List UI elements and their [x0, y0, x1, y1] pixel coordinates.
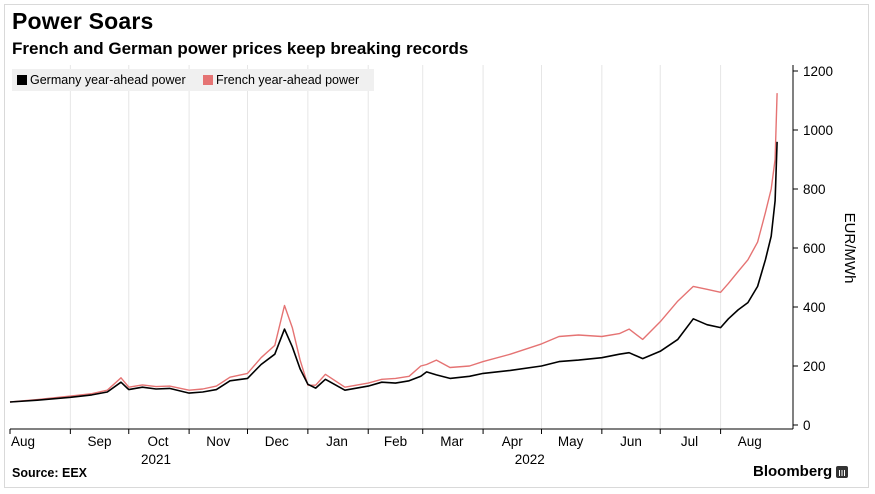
x-tick-label-sep-1: Sep: [88, 434, 112, 449]
x-tick-label-mar-7: Mar: [440, 434, 464, 449]
legend-label-germany: Germany year-ahead power: [30, 73, 186, 87]
legend-label-france: French year-ahead power: [216, 73, 359, 87]
brand-name: Bloomberg: [753, 463, 833, 480]
y-tick-label-800: 800: [803, 182, 826, 197]
chart-title: Power Soars: [12, 8, 154, 34]
x-tick-label-dec-4: Dec: [265, 434, 289, 449]
legend-swatch-france: [203, 75, 213, 85]
y-tick-label-600: 600: [803, 241, 826, 256]
x-tick-label-apr-8: Apr: [502, 434, 524, 449]
x-tick-label-jun-10: Jun: [620, 434, 642, 449]
legend-background: [12, 69, 374, 91]
series-lines: [9, 93, 778, 403]
x-year-label-2022: 2022: [515, 452, 545, 467]
x-tick-label-may-9: May: [558, 434, 584, 449]
y-tick-label-1200: 1200: [803, 64, 833, 79]
y-tick-label-1000: 1000: [803, 123, 833, 138]
x-year-label-2021: 2021: [141, 452, 171, 467]
bloomberg-chart-icon: [836, 465, 849, 478]
x-tick-label-aug-12: Aug: [738, 434, 762, 449]
y-tick-label-200: 200: [803, 359, 826, 374]
series-line-france: [9, 93, 778, 403]
y-axis-label: EUR/MWh: [841, 213, 858, 284]
legend-swatch-germany: [17, 75, 27, 85]
x-tick-label-nov-3: Nov: [206, 434, 230, 449]
x-tick-label-jan-5: Jan: [326, 434, 348, 449]
source-note: Source: EEX: [12, 466, 88, 480]
chart-subtitle: French and German power prices keep brea…: [12, 39, 469, 58]
x-tick-label-feb-6: Feb: [384, 434, 407, 449]
x-axis: Aug Sep Oct Nov Dec Jan Feb Mar Apr May Jun Jul Aug 2…: [9, 428, 793, 467]
legend: Germany year-ahead power French year-ahe…: [12, 69, 374, 91]
y-axis: 0 200 400 600 800 1000 1200: [792, 64, 833, 433]
x-tick-label-oct-2: Oct: [147, 434, 168, 449]
x-tick-label-aug-0: Aug: [11, 434, 35, 449]
x-tick-label-jul-11: Jul: [681, 434, 698, 449]
gridlines: [69, 65, 722, 429]
brand-logo: Bloomberg: [753, 463, 849, 480]
y-tick-label-400: 400: [803, 300, 826, 315]
y-tick-label-0: 0: [803, 418, 811, 433]
series-line-germany: [9, 141, 778, 403]
